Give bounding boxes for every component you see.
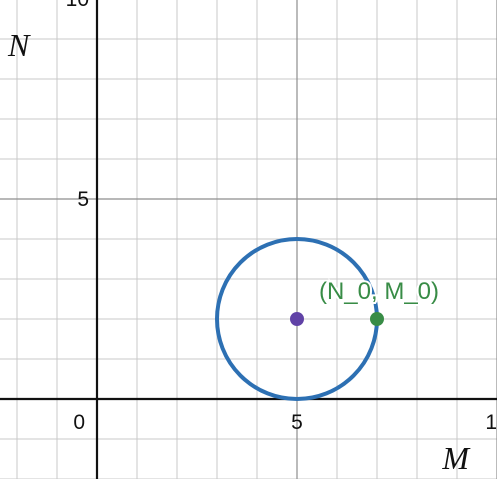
origin-tick-label: 0 [73, 411, 85, 434]
labeled-point [370, 312, 384, 326]
labels: M N 0 5 10 5 10 (N_0, M_0) [7, 0, 497, 476]
point-label: (N_0, M_0) [319, 278, 439, 305]
center-point [290, 312, 304, 326]
y-tick-label: 5 [77, 188, 89, 211]
y-tick-label: 10 [66, 0, 89, 11]
points [290, 312, 384, 326]
x-tick-label: 5 [291, 411, 303, 434]
y-axis-title: N [7, 27, 31, 63]
x-tick-label: 10 [485, 411, 497, 434]
x-axis-title: M [441, 440, 471, 476]
